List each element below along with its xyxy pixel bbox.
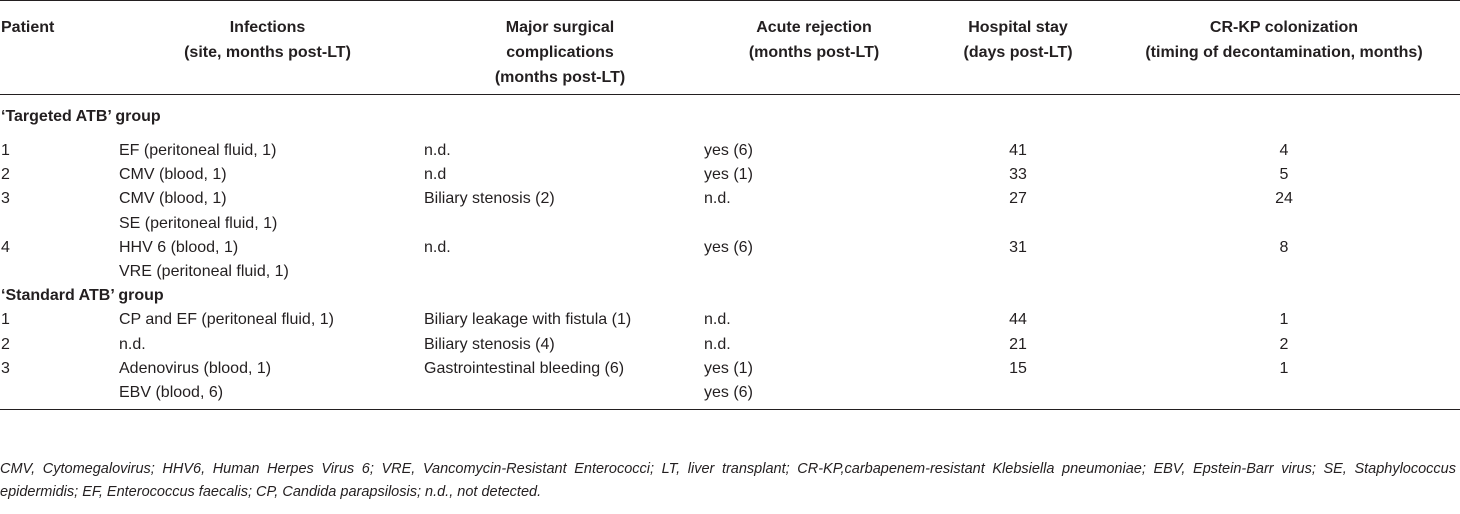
group-label: ‘Targeted ATB’ group — [1, 108, 161, 125]
cell-infections: HHV 6 (blood, 1) — [119, 238, 239, 256]
table-row: 3 Adenovirus (blood, 1) Gastrointestinal b… — [0, 357, 1460, 381]
cell-hospital-stay: 33 — [1009, 166, 1027, 184]
cell-hospital-stay: 21 — [1009, 335, 1027, 353]
table-row: 1 CP and EF (peritoneal fluid, 1) Biliary … — [0, 308, 1460, 332]
cell-infections: CMV (blood, 1) — [119, 190, 227, 208]
cell-hospital-stay: 15 — [1009, 359, 1027, 377]
cell-infections: CP and EF (peritoneal fluid, 1) — [119, 311, 334, 329]
cell-acute-rejection: n.d. — [704, 311, 731, 329]
cell-patient: 2 — [1, 166, 10, 184]
cell-surgical-complications: Biliary stenosis (4) — [424, 335, 555, 353]
cell-acute-rejection: n.d. — [704, 335, 731, 353]
header-surgical-line1: Major surgical — [505, 19, 615, 36]
cell-hospital-stay — [928, 260, 1108, 284]
cell-patient — [0, 380, 115, 411]
cell-patient — [0, 260, 115, 284]
cell-acute-rejection: yes (6) — [704, 238, 753, 256]
header-patient: Patient — [0, 0, 115, 95]
cell-patient — [0, 212, 115, 236]
cell-acute-rejection — [700, 260, 928, 284]
header-crkp-line1: CR-KP colonization — [1209, 19, 1359, 36]
table-row: 3 CMV (blood, 1) Biliary stenosis (2) n.d. 2… — [0, 187, 1460, 211]
cell-acute-rejection: yes (1) — [704, 166, 753, 184]
cell-patient: 1 — [1, 311, 10, 329]
header-patient-line1: Patient — [1, 19, 55, 36]
cell-infections: EBV (blood, 6) — [115, 380, 420, 411]
group-label: ‘Standard ATB’ group — [1, 287, 164, 305]
cell-crkp-colonization: 1 — [1279, 359, 1289, 377]
header-infections-line1: Infections — [229, 19, 306, 36]
cell-patient: 1 — [1, 142, 10, 159]
cell-patient: 4 — [1, 238, 10, 256]
group-header-row: ‘Standard ATB’ group — [0, 284, 1460, 308]
cell-patient: 3 — [1, 359, 10, 377]
header-rejection-line1: Acute rejection — [756, 19, 872, 36]
cell-hospital-stay: 41 — [1009, 142, 1027, 159]
cell-crkp-colonization: 5 — [1279, 166, 1289, 184]
header-surgical-line3: (months post-LT) — [494, 69, 626, 86]
table-row: EBV (blood, 6) yes (6) — [0, 380, 1460, 411]
header-surgical-line2: complications — [506, 44, 614, 61]
cell-infections: n.d. — [119, 335, 146, 353]
header-infections: Infections (site, months post-LT) — [115, 0, 420, 95]
cell-crkp-colonization: 24 — [1275, 190, 1293, 208]
table-row: 2 CMV (blood, 1) n.d yes (1) 33 5 — [0, 163, 1460, 187]
cell-surgical-complications — [420, 212, 700, 236]
cell-surgical-complications: Gastrointestinal bleeding (6) — [424, 359, 625, 377]
cell-surgical-complications: Biliary stenosis (2) — [424, 190, 555, 208]
cell-crkp-colonization: 2 — [1279, 335, 1289, 353]
cell-infections: SE (peritoneal fluid, 1) — [119, 214, 278, 232]
cell-crkp-colonization — [1108, 380, 1460, 411]
clinical-outcomes-table: Patient Infections (site, months post-LT… — [0, 0, 1460, 411]
cell-acute-rejection: yes (6) — [704, 142, 753, 159]
cell-patient: 3 — [1, 190, 10, 208]
cell-infections: Adenovirus (blood, 1) — [119, 359, 272, 377]
cell-acute-rejection: n.d. — [704, 190, 731, 208]
table-row: 4 HHV 6 (blood, 1) n.d. yes (6) 31 8 — [0, 236, 1460, 260]
cell-surgical-complications: n.d — [424, 166, 447, 184]
table-row: 2 n.d. Biliary stenosis (4) n.d. 21 2 — [0, 333, 1460, 357]
cell-crkp-colonization — [1108, 260, 1460, 284]
cell-crkp-colonization — [1108, 212, 1460, 236]
header-stay-line2: (days post-LT) — [963, 44, 1073, 61]
header-acute-rejection: Acute rejection (months post-LT) — [700, 0, 928, 95]
table-row: SE (peritoneal fluid, 1) — [0, 212, 1460, 236]
table-row: 1 EF (peritoneal fluid, 1) n.d. yes (6) 41 4 — [0, 139, 1460, 163]
cell-surgical-complications — [420, 380, 700, 411]
cell-surgical-complications: Biliary leakage with fistula (1) — [424, 311, 632, 329]
cell-surgical-complications: n.d. — [424, 142, 451, 159]
group-header-row: ‘Targeted ATB’ group — [0, 95, 1460, 140]
table-row: VRE (peritoneal fluid, 1) — [0, 260, 1460, 284]
cell-infections: VRE (peritoneal fluid, 1) — [119, 262, 289, 280]
cell-hospital-stay — [928, 380, 1108, 411]
cell-infections: CMV (blood, 1) — [119, 166, 227, 184]
header-infections-line2: (site, months post-LT) — [184, 44, 351, 61]
cell-surgical-complications: n.d. — [424, 238, 451, 256]
cell-hospital-stay: 27 — [1009, 190, 1027, 208]
header-hospital-stay: Hospital stay (days post-LT) — [928, 0, 1108, 95]
cell-hospital-stay: 31 — [1009, 238, 1027, 256]
clinical-outcomes-table-container: Patient Infections (site, months post-LT… — [0, 0, 1460, 411]
cell-hospital-stay: 44 — [1009, 311, 1027, 329]
cell-acute-rejection: yes (1) — [704, 359, 753, 377]
header-crkp-colonization: CR-KP colonization (timing of decontamin… — [1108, 0, 1460, 95]
cell-crkp-colonization: 8 — [1279, 238, 1289, 256]
cell-patient: 2 — [1, 335, 10, 353]
cell-infections: EF (peritoneal fluid, 1) — [119, 142, 277, 159]
cell-crkp-colonization: 4 — [1279, 142, 1289, 159]
header-surgical-complications: Major surgical complications (months pos… — [420, 0, 700, 95]
cell-hospital-stay — [928, 212, 1108, 236]
table-footnote: CMV, Cytomegalovirus; HHV6, Human Herpes… — [0, 461, 1456, 500]
table-body: ‘Targeted ATB’ group 1 EF (peritoneal flui… — [0, 95, 1460, 411]
cell-surgical-complications — [420, 260, 700, 284]
header-row: Patient Infections (site, months post-LT… — [0, 0, 1460, 95]
header-rejection-line2: (months post-LT) — [748, 44, 880, 61]
cell-acute-rejection — [700, 212, 928, 236]
header-crkp-line2: (timing of decontamination, months) — [1145, 44, 1423, 61]
table-header: Patient Infections (site, months post-LT… — [0, 0, 1460, 95]
cell-acute-rejection: yes (6) — [700, 380, 928, 411]
header-stay-line1: Hospital stay — [968, 19, 1068, 36]
cell-crkp-colonization: 1 — [1279, 311, 1289, 329]
